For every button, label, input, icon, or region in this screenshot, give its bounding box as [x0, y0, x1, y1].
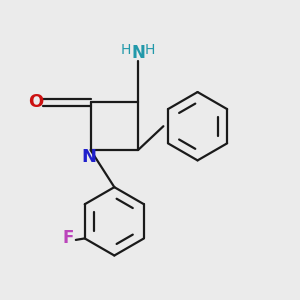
- Text: H: H: [121, 43, 131, 56]
- Text: N: N: [131, 44, 145, 62]
- Text: F: F: [63, 230, 74, 247]
- Text: O: O: [28, 93, 43, 111]
- Text: H: H: [145, 43, 155, 56]
- Text: N: N: [82, 148, 97, 166]
